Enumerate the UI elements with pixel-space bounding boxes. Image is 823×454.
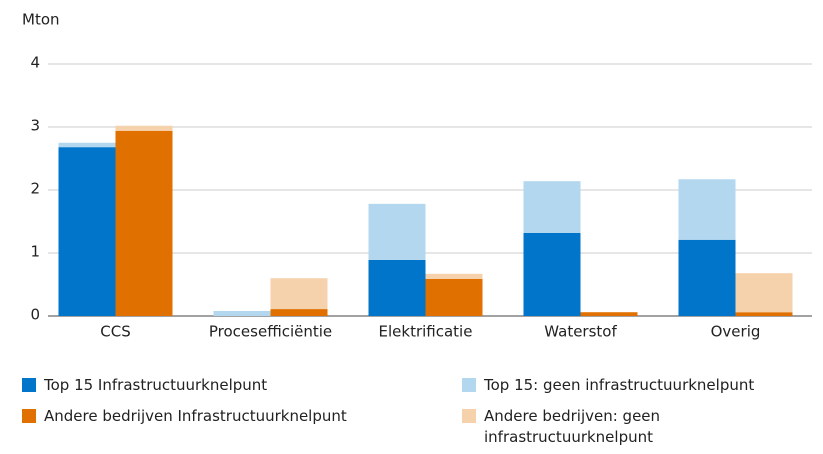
bar-segment [213,310,271,316]
bar-segment [368,203,426,260]
bar-segment [425,273,483,279]
bar-segment [368,259,426,316]
y-tick-label: 3 [30,117,40,135]
legend-item: Top 15 Infrastructuurknelpunt [22,375,384,396]
bar-segment [58,142,116,148]
legend-swatch [462,378,476,392]
legend-item: Andere bedrijven Infrastructuurknelpunt [22,406,384,427]
y-axis-label: Mton [22,11,60,29]
bar-segment [270,278,328,310]
x-tick-label: Waterstof [544,323,617,341]
bar-segment [425,278,483,316]
bar-segment [735,312,793,316]
bar-segment [58,147,116,316]
y-tick-label: 4 [30,54,40,72]
bar-segment [115,125,173,131]
legend-item: Top 15: geen infrastructuurknelpunt [462,375,823,396]
x-tick-label: Elektrificatie [379,323,473,341]
legend-label: Top 15: geen infrastructuurknelpunt [484,376,755,394]
legend-item: Andere bedrijven: geen infrastructuurkne… [462,406,684,448]
bar-segment [523,181,581,233]
x-tick-label: Procesefficiëntie [209,323,332,341]
bar-segment [580,312,638,316]
legend-label: Top 15 Infrastructuurknelpunt [44,376,268,394]
bar-segment [270,309,328,316]
y-tick-label: 1 [30,243,40,261]
x-tick-label: CCS [100,323,130,341]
y-tick-label: 2 [30,180,40,198]
legend-swatch [22,409,36,423]
bar-segment [115,130,173,316]
legend-swatch [462,409,476,423]
bar-segment [735,273,793,313]
chart: Mton 0 1 2 3 4 CCS Procesefficiëntie Elektrific… [22,11,812,341]
x-tick-label: Overig [711,323,761,341]
bar-segment [678,239,736,316]
legend-label: Andere bedrijven: geen infrastructuurkne… [484,407,661,446]
bar-segment [523,232,581,316]
legend-label: Andere bedrijven Infrastructuurknelpunt [44,407,347,425]
legend-swatch [22,378,36,392]
y-tick-label: 0 [30,306,40,324]
bar-segment [678,179,736,240]
